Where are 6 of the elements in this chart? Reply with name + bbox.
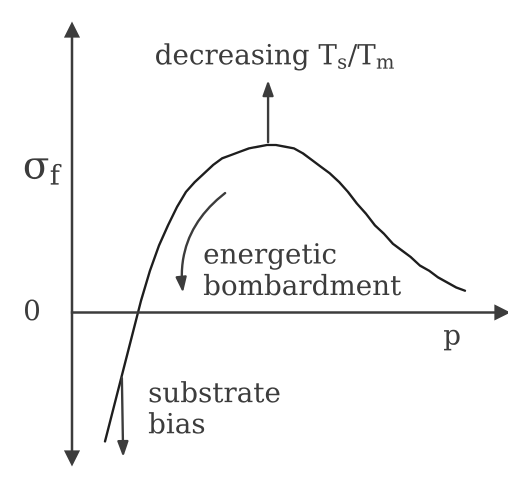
text: 0 xyxy=(25,300,39,321)
annotation: energetic bombardment xyxy=(204,243,402,296)
annotation: substrate bias xyxy=(148,381,280,434)
text: decreasing T$_{s}$/T$_{m}$ xyxy=(156,43,394,70)
x-axis-title: p xyxy=(444,330,460,350)
y-axis-title: σ$_{f}$ xyxy=(24,158,62,185)
